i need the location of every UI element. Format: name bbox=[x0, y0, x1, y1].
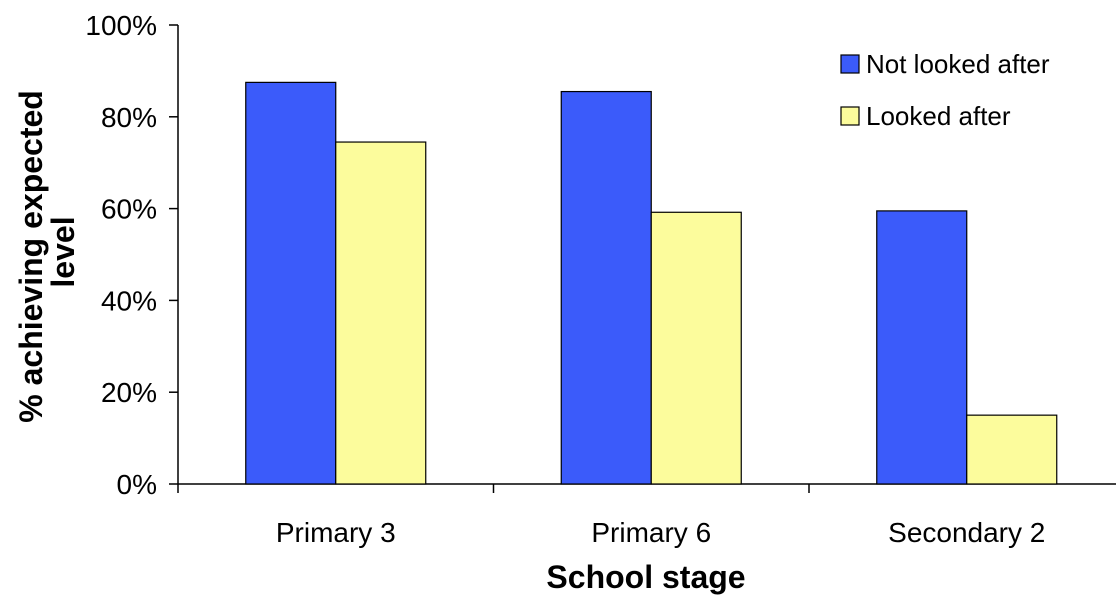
bar-looked-after bbox=[335, 141, 427, 485]
y-axis-title: % achieving expected level bbox=[13, 81, 81, 422]
x-tick-label: Primary 3 bbox=[276, 517, 396, 548]
legend-swatch bbox=[840, 54, 860, 74]
y-axis-title-line-2: level bbox=[45, 216, 81, 287]
x-tick-label: Primary 6 bbox=[591, 517, 711, 548]
bar-looked-after bbox=[650, 211, 742, 485]
legend-label: Not looked after bbox=[866, 49, 1050, 79]
legend: Not looked after Looked after bbox=[840, 49, 1050, 131]
y-axis-title-line-1: % achieving expected bbox=[13, 90, 49, 423]
y-axis: 0% 20% 40% 60% 80% 100% bbox=[85, 10, 179, 500]
bar-not-looked-after bbox=[560, 90, 652, 485]
legend-label: Looked after bbox=[866, 101, 1011, 131]
y-tick-label: 100% bbox=[85, 10, 157, 41]
bars bbox=[245, 81, 1058, 485]
x-tick-label: Secondary 2 bbox=[888, 517, 1045, 548]
legend-swatch bbox=[840, 106, 860, 126]
y-tick-label: 20% bbox=[101, 377, 157, 408]
y-tick-label: 0% bbox=[117, 469, 157, 500]
x-axis: Primary 3 Primary 6 Secondary 2 bbox=[177, 483, 1116, 548]
bar-looked-after bbox=[966, 414, 1058, 485]
x-axis-title: School stage bbox=[546, 559, 745, 595]
y-tick-label: 60% bbox=[101, 194, 157, 225]
y-tick-label: 80% bbox=[101, 102, 157, 133]
y-tick-label: 40% bbox=[101, 285, 157, 316]
bar-not-looked-after bbox=[245, 81, 337, 485]
bar-not-looked-after bbox=[876, 210, 968, 485]
